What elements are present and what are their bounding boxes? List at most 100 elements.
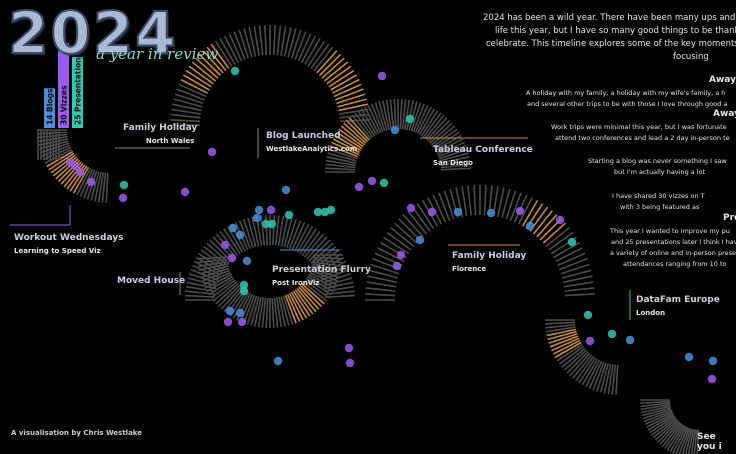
ribbon-tick <box>258 25 264 56</box>
ribbon-tick <box>607 364 614 395</box>
ribbon-tick <box>440 159 471 167</box>
ribbon-tick <box>317 256 345 274</box>
ribbon-tick <box>615 364 619 395</box>
section-heading-presentations: Pre <box>723 213 736 223</box>
ribbon-tick <box>559 258 588 271</box>
ribbon-tick <box>238 29 250 59</box>
section-heading-away-1: Away w <box>709 75 736 85</box>
event-dot-fill <box>242 256 252 266</box>
section-text-away-2: Work trips were minimal this year, but I… <box>551 123 730 142</box>
ribbon-tick <box>294 223 310 252</box>
ribbon-tick <box>325 159 356 167</box>
event-dot-fill <box>344 343 354 353</box>
ribbon-tick <box>187 277 218 287</box>
ribbon-tick <box>215 283 239 305</box>
summary-bars: 14 Blogs 30 Vizzes 25 Presentations <box>44 43 83 128</box>
ribbon-tick <box>545 326 576 333</box>
ribbon-tick <box>461 186 468 217</box>
ribbon-tick <box>321 268 350 282</box>
event-dot-fill <box>75 167 85 177</box>
ribbon-tick <box>410 102 422 132</box>
event-dot-fill <box>273 356 283 366</box>
event-dot-fill <box>225 306 235 316</box>
ribbon-tick <box>403 99 411 130</box>
ribbon-tick <box>318 260 347 276</box>
event-dot-fill <box>239 286 249 296</box>
ribbon-tick <box>611 364 617 395</box>
title-subtitle: a year in review <box>96 45 219 63</box>
ribbon-tick <box>545 227 570 248</box>
ribbon-tick <box>206 275 234 293</box>
ribbon-tick <box>408 101 418 131</box>
ribbon-tick <box>210 43 230 69</box>
ribbon-tick <box>323 61 349 82</box>
ribbon-tick <box>337 98 367 108</box>
ribbon-tick <box>443 190 455 220</box>
ribbon-tick <box>394 222 418 244</box>
ribbon-tick <box>48 152 75 171</box>
ribbon-tick <box>192 264 221 279</box>
event-dot-fill <box>453 207 463 217</box>
ribbon-tick <box>563 349 588 371</box>
ribbon-tick <box>389 99 395 130</box>
ribbon-tick <box>646 412 674 428</box>
event-dot-fill <box>86 177 96 187</box>
ribbon-tick <box>572 354 593 379</box>
ribbon-tick <box>440 163 471 169</box>
ribbon-tick <box>173 98 203 108</box>
event-dot-fill <box>239 280 249 290</box>
ribbon-tick <box>654 419 679 441</box>
event-dot-fill <box>684 352 694 362</box>
ribbon-tick <box>536 214 558 238</box>
event-dot-fill <box>223 317 233 327</box>
ribbon-tick <box>170 113 201 119</box>
ribbon-tick <box>588 360 603 389</box>
ribbon-tick <box>220 286 242 310</box>
ribbon-tick <box>282 295 294 325</box>
event-dot-fill <box>281 185 291 195</box>
ribbon-tick <box>592 361 605 391</box>
ribbon-tick <box>551 337 580 352</box>
ribbon-tick <box>366 281 397 288</box>
ribbon-tick <box>214 40 233 67</box>
ribbon-tick <box>374 102 386 132</box>
ribbon-tick <box>532 210 553 235</box>
ribbon-tick <box>554 341 582 359</box>
ribbon-tick <box>253 26 260 56</box>
ribbon-tick <box>401 99 407 130</box>
ribbon-tick <box>517 197 533 225</box>
ribbon-tick <box>661 422 682 448</box>
ribbon-tick <box>385 99 393 130</box>
ribbon-tick <box>287 28 297 58</box>
event-dot-fill <box>525 221 535 231</box>
event-dot-fill <box>313 207 323 217</box>
ribbon-tick <box>561 347 586 368</box>
ribbon-tick <box>643 410 673 423</box>
ribbon-tick <box>696 429 700 454</box>
ribbon-tick <box>436 141 466 156</box>
ribbon-tick <box>640 402 671 408</box>
ribbon-tick <box>290 29 302 59</box>
ribbon-tick <box>339 108 369 115</box>
ribbon-tick <box>360 108 378 136</box>
annotation-workout-wednesdays: Workout Wednesdays Learning to Speed Viz <box>14 233 124 255</box>
ribbon-tick <box>672 426 688 454</box>
ribbon-tick <box>326 65 352 85</box>
ribbon-tick <box>101 172 107 203</box>
ribbon-tick <box>599 363 610 393</box>
ribbon-tick <box>243 294 256 324</box>
ribbon-tick <box>327 152 357 162</box>
ribbon-tick <box>657 420 680 443</box>
ribbon-tick <box>242 218 254 248</box>
ribbon-tick <box>439 156 470 164</box>
ribbon-tick <box>393 99 397 130</box>
ribbon-tick <box>669 425 686 453</box>
ribbon-tick <box>684 428 694 454</box>
ribbon-tick <box>641 405 671 414</box>
ribbon-tick <box>548 231 574 251</box>
ribbon-tick <box>217 284 241 308</box>
ribbon-tick <box>547 330 577 341</box>
event-dot-fill <box>625 335 635 345</box>
ribbon-tick <box>223 287 244 313</box>
ribbon-tick <box>264 215 268 246</box>
